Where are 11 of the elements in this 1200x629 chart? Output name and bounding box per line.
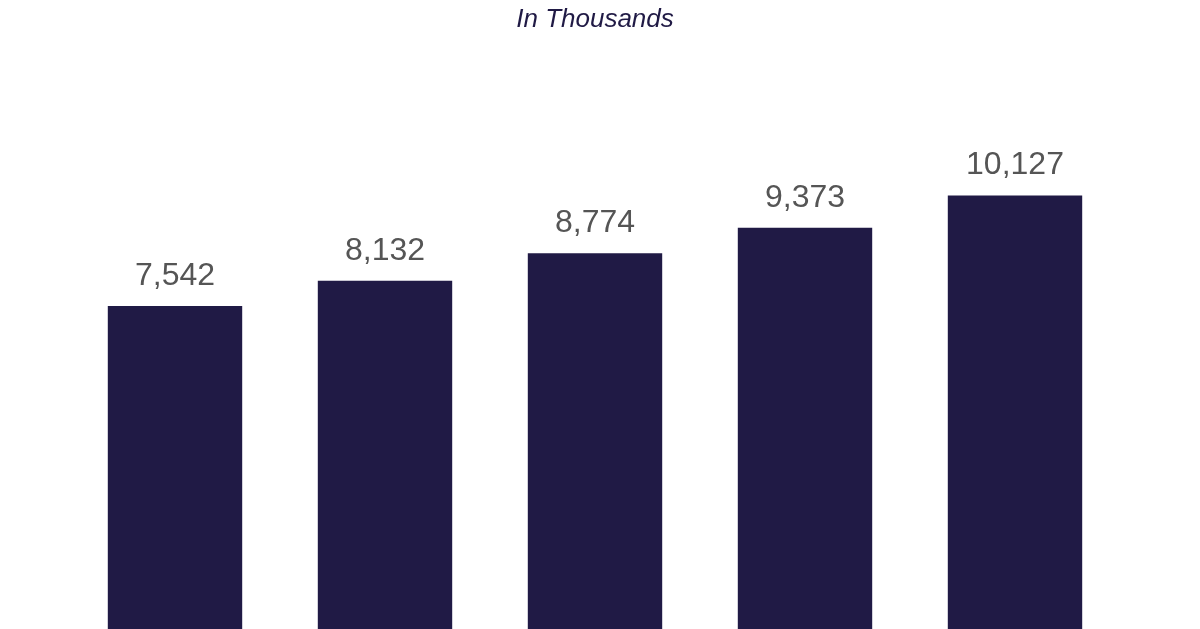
bar — [737, 227, 873, 629]
data-label: 7,542 — [134, 255, 216, 292]
data-label: 8,132 — [344, 230, 426, 267]
chart-subtitle: In Thousands — [516, 2, 674, 33]
data-label: 10,127 — [966, 145, 1064, 182]
bar — [527, 253, 663, 629]
bar — [947, 195, 1083, 629]
bar — [317, 280, 453, 629]
bar — [107, 306, 243, 629]
data-label: 8,774 — [554, 203, 636, 240]
data-label: 9,373 — [764, 177, 846, 214]
